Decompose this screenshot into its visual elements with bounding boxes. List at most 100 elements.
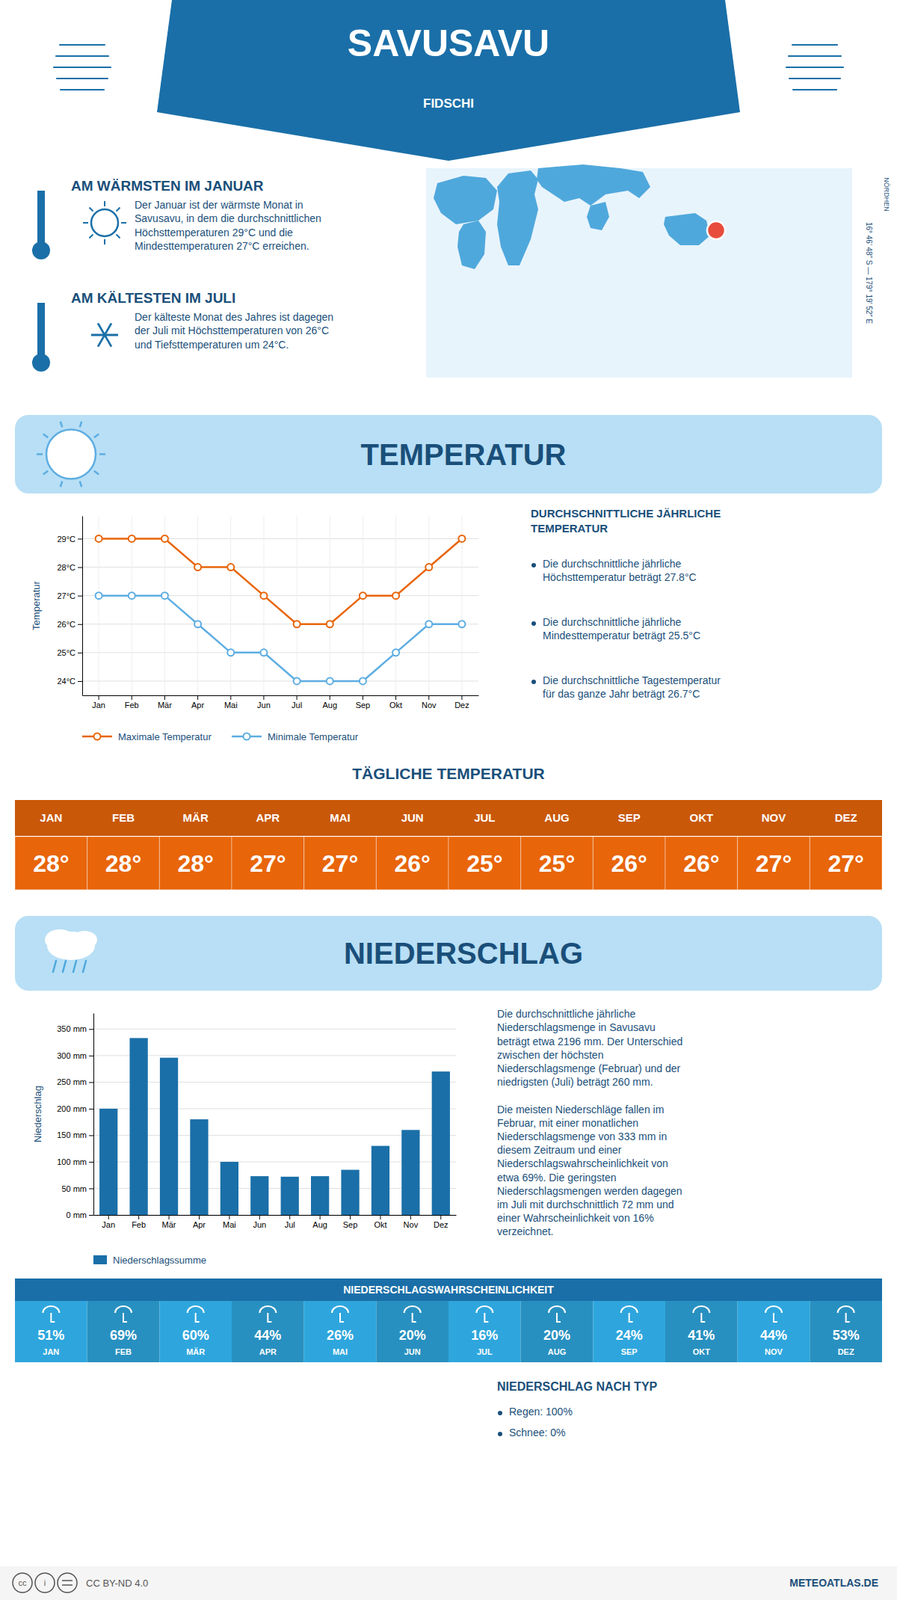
y-tick-mark [88,1214,94,1216]
highlights: AM WÄRMSTEN IM JANUARDer Januar ist der … [32,177,334,372]
table-cell [665,836,738,890]
map-background [426,168,853,378]
note-title: DURCHSCHNITTLICHE JÄHRLICHETEMPERATUR [530,506,721,535]
sun-ray [36,452,43,456]
table-month: OKT [692,1346,711,1356]
snow-arm [97,322,112,347]
text-line: Savusavu, in dem die durchschnittlichen [134,212,322,225]
sun-ray [121,222,127,224]
umbrella-icon [621,1305,638,1322]
table-month: JUL [473,811,495,824]
x-tick-label: Jul [284,1219,296,1229]
bar [371,1145,390,1215]
x-tick: Jul [284,1214,296,1229]
x-tick-label: Feb [131,1219,146,1229]
table-month: JUN [401,811,424,824]
footer: cciCC BY-ND 4.0METEOATLAS.DE [0,1566,897,1600]
y-tick: 250 mm [56,1077,94,1087]
table-title-band [14,1278,883,1301]
text-line: beträgt etwa 2196 mm. Der Unterschied [497,1035,683,1048]
bar [401,1129,420,1215]
x-tick-mark [259,1214,261,1220]
table-month: JUL [476,1346,493,1356]
data-label: 53% [832,1327,860,1343]
x-tick-label: Apr [191,700,205,710]
title: SAVUSAVU [347,22,550,65]
highlight: AM KÄLTESTEN IM JULIDer kälteste Monat d… [32,290,334,372]
text-line: für das ganze Jahr beträgt 26.7°C [542,687,700,700]
point [425,620,433,628]
table-cell [737,836,811,890]
umbrella-icon [548,1305,566,1322]
x-tick: Aug [322,695,338,710]
y-tick-mark [77,595,83,597]
data-label: 20% [399,1327,427,1343]
point [161,535,169,542]
thermometer [37,190,45,247]
y-tick-label: 27°C [56,591,76,601]
x-tick-label: Jun [252,1219,267,1229]
bar [340,1169,359,1215]
table-title: NIEDERSCHLAGSWAHRSCHEINLICHKEIT [343,1283,554,1296]
x-tick-mark [319,1214,321,1220]
text-line: Höchsttemperatur beträgt 27.8°C [542,571,697,584]
table-cell [231,836,305,890]
grid [93,1028,456,1215]
x-tick: Dez [454,695,470,710]
x-tick-mark [164,695,166,700]
header: SAVUSAVUFIDSCHI [53,0,844,161]
table-cell [809,1300,883,1362]
x-tick-label: Jan [91,700,106,710]
table-month: DEZ [834,811,858,824]
x-tick: Mai [224,695,238,710]
y-tick-label: 24°C [56,676,76,686]
bar [310,1175,329,1215]
x-tick-mark [410,1214,412,1220]
y-tick-mark [88,1108,94,1110]
legend-marker [94,733,101,741]
x-tick: Nov [421,695,437,710]
y-tick-label: 200 mm [56,1104,87,1114]
x-tick: Jun [252,1214,267,1229]
legend: Niederschlagssumme [93,1254,207,1266]
section-title: TEMPERATUR [361,438,567,471]
y-axis: 0 mm50 mm100 mm150 mm200 mm250 mm300 mm3… [56,1013,94,1220]
x-tick-mark [329,695,331,700]
y-tick: 150 mm [56,1130,94,1140]
text-line: Die durchschnittliche jährliche [497,1007,636,1020]
sun-ray [60,421,63,428]
rain-drop [73,960,77,972]
continent [497,170,539,266]
wind-line [792,44,838,46]
continent [457,220,486,270]
sun-ray [82,222,89,224]
y-tick-label: 300 mm [56,1050,87,1060]
x-tick-label: Sep [343,1219,359,1229]
footer-icon [35,1572,55,1593]
continent [586,201,610,231]
data-label: 16% [470,1327,498,1343]
bar [159,1057,178,1215]
x-tick-mark [138,1214,140,1220]
text-line: etwa 69%. Die geringsten [497,1171,617,1184]
umbrella-icon [331,1305,349,1322]
point [260,648,267,656]
table-header [14,799,883,836]
y-tick-label: 29°C [56,533,76,543]
table-cell [14,836,88,890]
y-tick: 27°C [56,591,83,601]
x-tick-mark [461,695,462,700]
note-item: Schnee: 0% [509,1426,566,1439]
y-tick-label: 250 mm [56,1077,87,1087]
table-month: FEB [115,1346,132,1356]
bar [189,1119,208,1215]
x-tick-label: Okt [389,700,403,710]
table-cell [448,836,522,890]
umbrella-icon [115,1305,132,1322]
table: NIEDERSCHLAGSWAHRSCHEINLICHKEIT51%JAN69%… [14,1278,883,1362]
y-tick-mark [88,1134,94,1136]
grid-line [82,651,479,653]
x-tick: Mai [222,1214,237,1229]
y-axis: 24°C25°C26°C27°C28°C29°C [56,516,83,696]
sun-ray [116,207,121,211]
